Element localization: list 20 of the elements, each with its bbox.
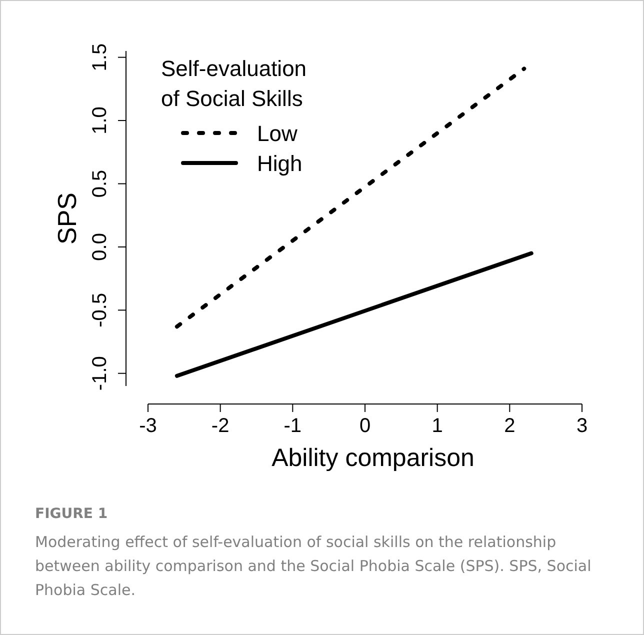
x-tick-label: -1 — [284, 415, 302, 437]
text: Moderating effect of self-evaluation of social skills on the relationship between ability comparison and the Social Phobia Scale (SPS). SPS, Social Phobia Scale. — [35, 532, 592, 601]
legend-label: Low — [257, 121, 298, 146]
y-tick-label: -0.5 — [89, 292, 111, 328]
y-tick-label: 0.0 — [89, 233, 111, 261]
x-axis-title: Ability comparison — [272, 444, 474, 472]
x-tick-label: -3 — [139, 415, 157, 437]
y-tick-label: 1.0 — [89, 106, 111, 134]
x-tick-label: 1 — [432, 415, 443, 437]
x-tick-label: 2 — [504, 415, 516, 437]
legend-label: High — [257, 151, 302, 176]
x-tick-label: 3 — [576, 415, 588, 437]
x-tick-label: -2 — [211, 415, 230, 437]
y-tick-label: 1.5 — [89, 43, 111, 72]
x-tick-label: 0 — [359, 415, 371, 437]
caption: FIGURE 1 — [35, 506, 109, 522]
y-tick-label: -1.0 — [89, 356, 111, 391]
legend-title: Self-evaluation of Social Skills — [161, 56, 307, 111]
y-axis-title: SPS — [52, 192, 82, 245]
y-tick-label: 0.5 — [89, 170, 111, 198]
